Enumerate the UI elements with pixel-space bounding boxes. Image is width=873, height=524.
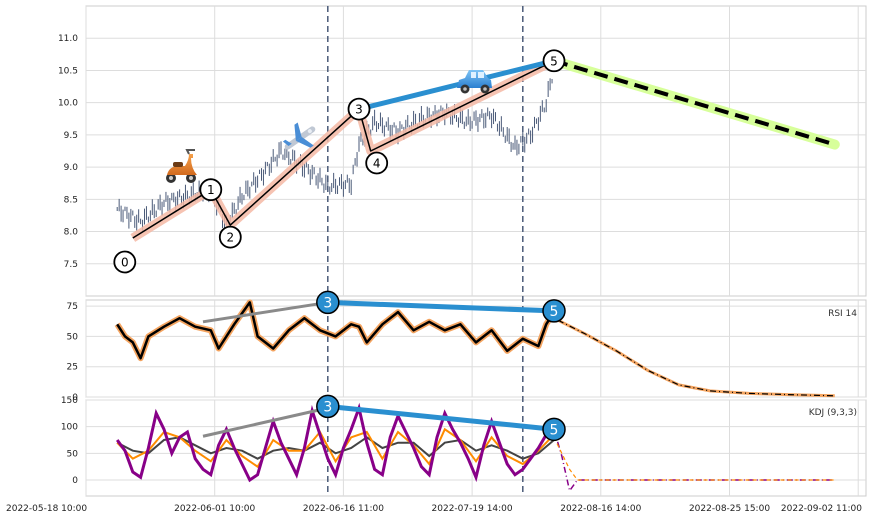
y-tick-label: 25 xyxy=(67,363,78,373)
rsi-legend: RSI 14 xyxy=(828,309,857,319)
y-tick-label: 0 xyxy=(72,393,78,403)
wave-label-circle xyxy=(365,151,389,175)
rsi-divergence-blue xyxy=(327,299,555,314)
kdj-legend: KDJ (9,3,3) xyxy=(809,408,857,418)
y-tick-label: 150 xyxy=(61,396,78,406)
y-tick-label: 0 xyxy=(72,476,78,486)
car-icon xyxy=(457,70,492,94)
wave-label: 1 xyxy=(207,183,215,197)
wave-label-circle xyxy=(347,97,371,121)
kdj-panel xyxy=(85,399,867,497)
x-tick-label: 2022-09-02 11:00 xyxy=(781,504,862,514)
x-tick-label: 2022-05-18 10:00 xyxy=(6,504,87,514)
rsi-marker-label: 5 xyxy=(550,304,559,320)
wave-label: 3 xyxy=(355,103,363,117)
x-tick-label: 2022-06-01 10:00 xyxy=(174,504,255,514)
wave-label-circle xyxy=(199,178,223,202)
scooter-icon xyxy=(166,149,197,183)
kdj-j-line xyxy=(115,402,555,483)
x-tick-label: 2022-07-19 14:00 xyxy=(432,504,513,514)
y-tick-label: 8.0 xyxy=(64,228,79,238)
rsi-series: 35 xyxy=(114,290,835,398)
kdj-marker xyxy=(316,394,340,419)
kdj-divergence-blue xyxy=(327,403,555,432)
wave-label-circle xyxy=(542,49,566,73)
rsi-marker-label: 3 xyxy=(323,295,332,311)
x-tick-label: 2022-08-16 14:00 xyxy=(560,504,641,514)
kdj-series: 35 xyxy=(115,394,835,493)
rsi-divergence-grey xyxy=(202,300,329,324)
y-tick-label: 9.5 xyxy=(64,131,78,141)
wave-label: 2 xyxy=(226,231,234,245)
y-tick-label: 11.0 xyxy=(58,34,78,44)
y-tick-label: 50 xyxy=(67,332,79,342)
kdj-d-projection xyxy=(553,437,835,481)
wave-label-circle xyxy=(218,225,242,249)
wave-label: 0 xyxy=(121,256,129,270)
rsi-marker xyxy=(316,290,340,315)
projection-line xyxy=(553,58,836,147)
kdj-marker-label: 5 xyxy=(550,422,559,438)
x-tick-label: 2022-06-16 11:00 xyxy=(303,504,384,514)
kdj-divergence-grey xyxy=(202,406,329,438)
kdj-marker xyxy=(542,417,566,442)
wave-label: 5 xyxy=(550,54,558,68)
y-tick-label: 10.5 xyxy=(58,66,78,76)
x-tick-label: 2022-08-25 15:00 xyxy=(689,504,770,514)
wave-label-circle xyxy=(113,250,137,274)
rsi-line xyxy=(116,301,556,360)
y-tick-label: 100 xyxy=(61,423,78,433)
wave-line xyxy=(132,60,555,239)
rsi-marker xyxy=(542,299,566,323)
trend-line xyxy=(356,58,557,112)
y-tick-label: 8.5 xyxy=(64,195,78,205)
wave-label: 4 xyxy=(373,157,381,171)
tick-labels: 7.58.08.59.09.510.010.511.00255075050100… xyxy=(6,34,862,514)
price-panel xyxy=(85,5,867,297)
price-series: 0 1 2 3 4 5 xyxy=(113,49,840,274)
y-tick-label: 7.5 xyxy=(64,260,78,270)
kdj-marker-label: 3 xyxy=(323,399,332,415)
rsi-projection xyxy=(553,309,835,397)
rsi-panel xyxy=(85,299,867,398)
y-tick-label: 50 xyxy=(67,449,79,459)
y-tick-label: 10.0 xyxy=(58,99,78,109)
y-tick-label: 9.0 xyxy=(64,163,79,173)
y-tick-label: 75 xyxy=(67,302,78,312)
airplane-icon xyxy=(282,122,316,150)
